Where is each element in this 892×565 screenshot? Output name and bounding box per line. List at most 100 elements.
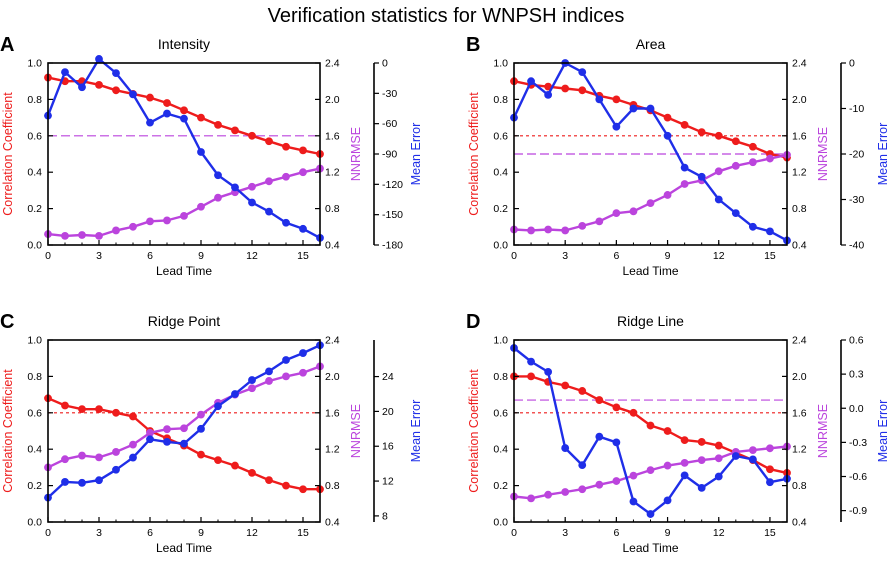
point-nnrmse bbox=[78, 451, 86, 460]
point-me bbox=[578, 461, 587, 470]
point-me bbox=[731, 452, 740, 460]
point-me bbox=[697, 172, 706, 181]
point-me bbox=[544, 90, 553, 99]
panel-label: D bbox=[466, 311, 480, 333]
point-nnrmse bbox=[680, 458, 689, 467]
point-nnrmse bbox=[146, 428, 154, 437]
x-tick-label: 0 bbox=[45, 250, 51, 262]
nnrmse-tick-label: 1.2 bbox=[792, 167, 807, 179]
point-cc bbox=[561, 84, 570, 93]
x-tick-label: 12 bbox=[713, 527, 725, 539]
left-y-axis-label: Correlation Coefficient bbox=[467, 369, 481, 493]
point-nnrmse bbox=[714, 454, 723, 463]
nnrmse-tick-label: 1.6 bbox=[325, 407, 340, 419]
point-me bbox=[544, 367, 553, 376]
nnrmse-tick-label: 1.2 bbox=[325, 444, 340, 456]
point-nnrmse bbox=[731, 161, 740, 170]
point-cc bbox=[680, 436, 689, 444]
mean-error-tick-label: -60 bbox=[382, 118, 397, 130]
point-me bbox=[231, 183, 239, 192]
point-nnrmse bbox=[629, 471, 638, 480]
point-me bbox=[646, 104, 655, 113]
panel-d: D Ridge Line 0 3 6 9 12 15 Lead Time 0.0 0.2 0.4 0.6… bbox=[466, 311, 890, 555]
mean-error-axis-label: Mean Error bbox=[876, 400, 890, 463]
point-nnrmse bbox=[748, 446, 757, 455]
left-y-tick-label: 0.8 bbox=[27, 371, 42, 383]
left-y-tick-label: 1.0 bbox=[27, 335, 42, 347]
nnrmse-tick-label: 0.8 bbox=[325, 203, 340, 215]
nnrmse-tick-label: 2.0 bbox=[792, 371, 807, 383]
panel-c: C Ridge Point 0 3 6 9 12 15 Lead Time 0.0 0.2 0.4 0.… bbox=[0, 311, 423, 555]
point-nnrmse bbox=[714, 167, 723, 176]
panel-title: Ridge Line bbox=[617, 313, 684, 329]
point-me bbox=[180, 439, 188, 448]
point-me bbox=[561, 444, 570, 452]
nnrmse-tick-label: 2.4 bbox=[325, 58, 340, 70]
point-cc bbox=[197, 450, 205, 459]
point-nnrmse bbox=[527, 226, 535, 235]
point-nnrmse bbox=[248, 182, 256, 191]
point-nnrmse bbox=[163, 216, 171, 225]
point-nnrmse bbox=[527, 494, 535, 503]
mean-error-tick-label: -20 bbox=[849, 149, 864, 161]
point-nnrmse bbox=[680, 180, 689, 188]
x-axis-label: Lead Time bbox=[622, 264, 678, 278]
point-me bbox=[612, 438, 621, 447]
point-cc bbox=[578, 387, 587, 395]
point-nnrmse bbox=[299, 168, 307, 177]
nnrmse-tick-label: 2.4 bbox=[792, 58, 807, 70]
panel-label: B bbox=[466, 34, 480, 56]
point-nnrmse bbox=[282, 172, 290, 181]
left-y-tick-label: 0.0 bbox=[493, 517, 508, 529]
point-me bbox=[180, 114, 188, 123]
nnrmse-tick-label: 2.0 bbox=[792, 94, 807, 106]
x-tick-label: 9 bbox=[665, 527, 671, 539]
point-nnrmse bbox=[129, 440, 137, 449]
nnrmse-tick-label: 0.4 bbox=[325, 517, 340, 529]
point-me bbox=[265, 367, 273, 376]
point-me bbox=[146, 118, 154, 127]
point-me bbox=[163, 109, 171, 118]
x-tick-label: 12 bbox=[246, 527, 258, 539]
point-me bbox=[78, 83, 86, 92]
point-me bbox=[282, 218, 290, 227]
point-cc bbox=[595, 396, 604, 404]
mean-error-tick-label: -30 bbox=[849, 194, 864, 206]
point-me bbox=[748, 455, 757, 464]
x-tick-label: 6 bbox=[147, 250, 153, 262]
point-me bbox=[214, 171, 222, 180]
nnrmse-tick-label: 2.0 bbox=[325, 371, 340, 383]
mean-error-tick-label: -10 bbox=[849, 103, 864, 115]
series-line-me bbox=[47, 344, 321, 499]
point-nnrmse bbox=[766, 154, 774, 163]
point-nnrmse bbox=[544, 490, 553, 499]
left-y-tick-label: 0.8 bbox=[493, 371, 508, 383]
x-tick-label: 3 bbox=[96, 527, 102, 539]
nnrmse-tick-label: 1.2 bbox=[792, 444, 807, 456]
series-line-cc bbox=[513, 80, 788, 159]
point-cc bbox=[629, 408, 638, 417]
point-nnrmse bbox=[299, 368, 307, 377]
point-nnrmse bbox=[663, 191, 672, 199]
x-tick-label: 9 bbox=[198, 527, 204, 539]
point-me bbox=[697, 483, 706, 492]
series-line-me bbox=[512, 61, 788, 242]
point-nnrmse bbox=[197, 410, 205, 419]
point-nnrmse bbox=[766, 444, 774, 453]
point-cc bbox=[214, 120, 222, 129]
nnrmse-tick-label: 2.4 bbox=[325, 335, 340, 347]
point-nnrmse bbox=[248, 384, 256, 393]
nnrmse-tick-label: 1.6 bbox=[325, 130, 340, 142]
nnrmse-tick-label: 0.4 bbox=[325, 240, 340, 252]
nnrmse-axis-label: NNRMSE bbox=[816, 404, 830, 458]
left-y-tick-label: 0.4 bbox=[493, 444, 508, 456]
x-tick-label: 15 bbox=[764, 250, 776, 262]
point-me bbox=[680, 471, 689, 480]
point-me bbox=[197, 424, 205, 433]
x-tick-label: 6 bbox=[147, 527, 153, 539]
left-y-tick-label: 0.6 bbox=[27, 407, 42, 419]
point-nnrmse bbox=[146, 217, 154, 226]
point-nnrmse bbox=[197, 202, 205, 211]
left-y-tick-label: 0.6 bbox=[493, 407, 508, 419]
point-cc bbox=[146, 93, 154, 102]
